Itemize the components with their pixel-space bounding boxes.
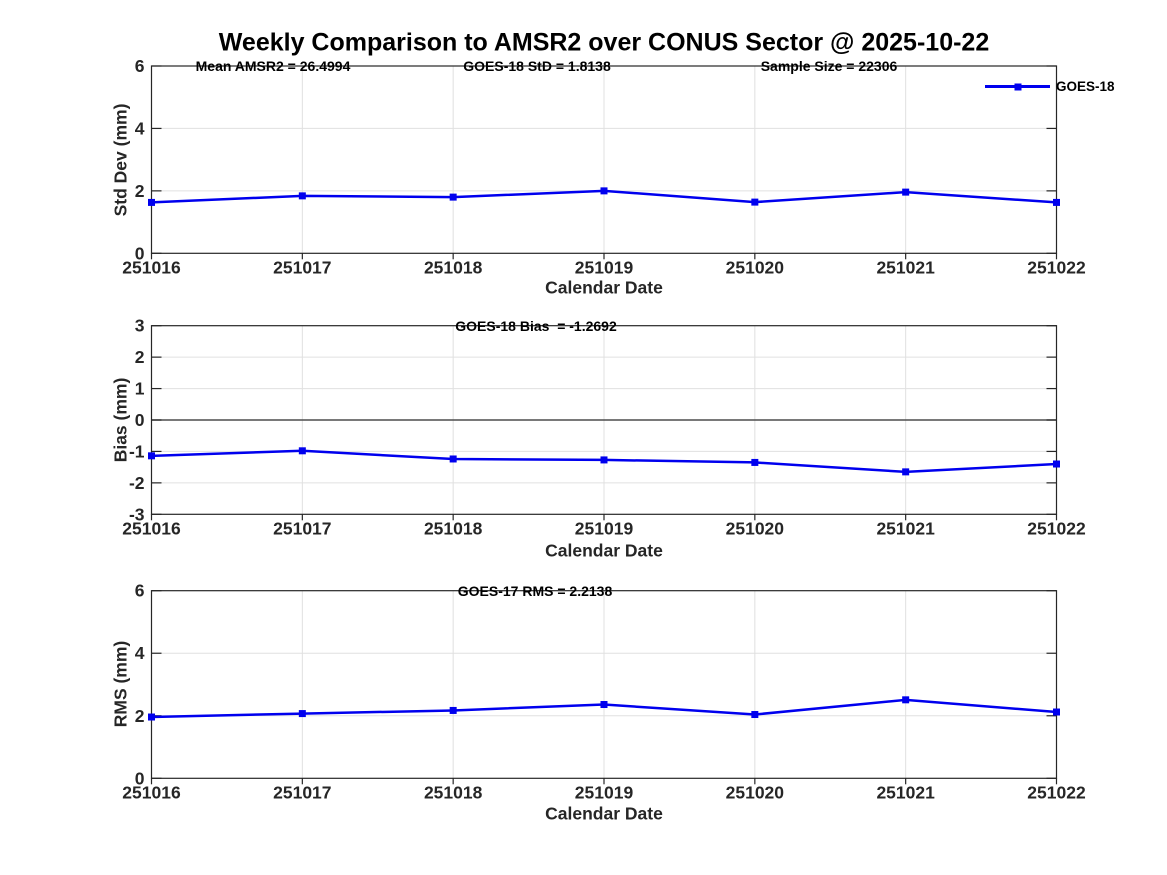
svg-text:251017: 251017 (273, 782, 331, 802)
sample-size-annotation: Sample Size = 22306 (760, 58, 898, 74)
svg-text:251022: 251022 (1027, 518, 1086, 538)
legend-label: GOES-18 (1056, 79, 1115, 94)
svg-text:0: 0 (135, 410, 145, 430)
svg-text:251021: 251021 (876, 257, 935, 277)
svg-text:251019: 251019 (575, 257, 634, 277)
svg-text:251022: 251022 (1027, 782, 1086, 802)
svg-text:2: 2 (135, 347, 145, 367)
svg-text:6: 6 (135, 581, 145, 601)
svg-text:2: 2 (135, 706, 145, 726)
svg-text:251021: 251021 (876, 518, 935, 538)
svg-text:-3: -3 (129, 504, 145, 524)
svg-text:251017: 251017 (273, 257, 331, 277)
svg-text:251021: 251021 (876, 782, 935, 802)
svg-text:2: 2 (135, 181, 145, 201)
svg-text:251019: 251019 (575, 782, 634, 802)
svg-text:251018: 251018 (424, 257, 483, 277)
rms-x-axis-label: Calendar Date (545, 803, 663, 824)
svg-text:1: 1 (135, 379, 145, 399)
legend-square-marker-icon (1014, 83, 1021, 90)
stddev-x-axis-label: Calendar Date (545, 277, 663, 298)
svg-text:251020: 251020 (726, 518, 785, 538)
chart-title: Weekly Comparison to AMSR2 over CONUS Se… (218, 28, 990, 57)
svg-text:251018: 251018 (424, 518, 483, 538)
mean-amsr2-annotation: Mean AMSR2 = 26.4994 (195, 58, 351, 74)
goes18-bias-annotation: GOES-18 Bias = -1.2692 (455, 318, 617, 334)
svg-text:0: 0 (135, 768, 145, 788)
bias-x-axis-label: Calendar Date (545, 540, 663, 561)
svg-text:251022: 251022 (1027, 257, 1086, 277)
svg-text:3: 3 (135, 316, 145, 336)
goes17-rms-annotation: GOES-17 RMS = 2.2138 (457, 583, 613, 599)
svg-text:4: 4 (135, 118, 145, 138)
svg-text:251016: 251016 (122, 518, 181, 538)
svg-text:-2: -2 (129, 473, 145, 493)
svg-text:251016: 251016 (122, 782, 181, 802)
svg-text:251019: 251019 (575, 518, 634, 538)
svg-text:0: 0 (135, 243, 145, 263)
subplot-rms: 0 2 4 6 251016 251017 251018 251019 251020 251021… (122, 581, 1086, 803)
svg-text:251018: 251018 (424, 782, 483, 802)
svg-text:4: 4 (135, 643, 145, 663)
rms-y-axis-label: RMS (mm) (110, 640, 131, 728)
goes18-std-annotation: GOES-18 StD = 1.8138 (463, 58, 611, 74)
legend: GOES-18 (985, 79, 1115, 94)
svg-text:251016: 251016 (122, 257, 181, 277)
subplot-stddev: 0 2 4 6 251016 251017 251018 251019 251020 251021… (122, 56, 1086, 277)
svg-text:251020: 251020 (726, 257, 785, 277)
bias-y-axis-label: Bias (mm) (110, 377, 131, 463)
svg-text:251017: 251017 (273, 518, 331, 538)
svg-text:251020: 251020 (726, 782, 785, 802)
svg-text:6: 6 (135, 56, 145, 76)
svg-text:-1: -1 (129, 441, 145, 461)
stddev-y-axis-label: Std Dev (mm) (110, 103, 131, 217)
legend-line-sample (985, 83, 1050, 90)
subplot-bias: -3 -2 -1 0 1 2 3 251016 251017 251018 251019 251020… (122, 316, 1086, 539)
